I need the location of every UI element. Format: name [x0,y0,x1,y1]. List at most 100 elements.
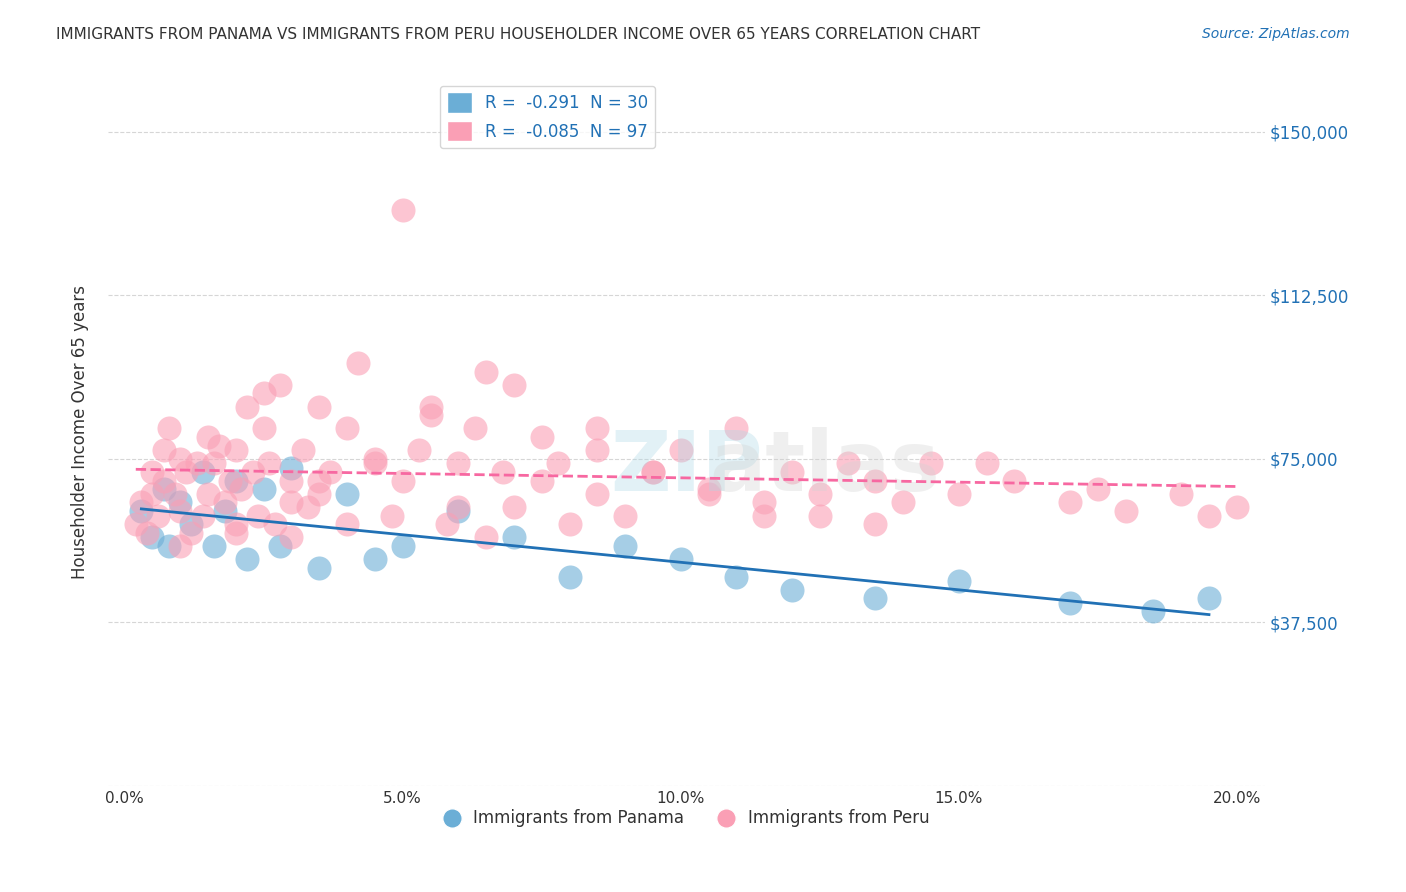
Point [247,508,270,523]
Point [364,451,387,466]
Point [447,456,470,470]
Point [586,487,609,501]
Point [336,517,359,532]
Point [280,530,302,544]
Point [547,456,569,470]
Point [419,409,441,423]
Point [891,495,914,509]
Point [752,508,775,523]
Point [464,421,486,435]
Point [225,525,247,540]
Point [174,465,197,479]
Point [1142,604,1164,618]
Point [1115,504,1137,518]
Text: Source: ZipAtlas.com: Source: ZipAtlas.com [1202,27,1350,41]
Point [152,483,174,497]
Point [808,487,831,501]
Point [280,460,302,475]
Point [297,500,319,514]
Point [269,377,291,392]
Point [180,517,202,532]
Point [202,539,225,553]
Point [837,456,859,470]
Point [253,421,276,435]
Point [865,517,887,532]
Point [169,504,191,518]
Point [752,495,775,509]
Point [280,474,302,488]
Point [408,443,430,458]
Point [141,487,163,501]
Point [586,421,609,435]
Point [336,487,359,501]
Point [219,474,242,488]
Point [780,582,803,597]
Point [586,443,609,458]
Point [169,451,191,466]
Point [475,530,498,544]
Point [257,456,280,470]
Point [530,430,553,444]
Point [503,377,526,392]
Point [214,504,236,518]
Point [336,421,359,435]
Point [131,495,153,509]
Point [1059,495,1081,509]
Point [614,508,637,523]
Point [191,508,214,523]
Point [253,483,276,497]
Point [163,487,186,501]
Point [669,552,692,566]
Point [186,456,208,470]
Point [920,456,942,470]
Point [447,500,470,514]
Point [347,356,370,370]
Point [436,517,458,532]
Point [865,591,887,606]
Point [1059,596,1081,610]
Point [125,517,148,532]
Point [152,474,174,488]
Point [1198,591,1220,606]
Point [669,443,692,458]
Point [225,517,247,532]
Point [780,465,803,479]
Point [391,203,413,218]
Point [948,487,970,501]
Point [530,474,553,488]
Point [253,386,276,401]
Point [1198,508,1220,523]
Point [865,474,887,488]
Point [948,574,970,588]
Point [231,483,253,497]
Point [558,517,581,532]
Point [364,552,387,566]
Point [141,530,163,544]
Point [131,504,153,518]
Point [381,508,404,523]
Point [157,539,180,553]
Point [269,539,291,553]
Point [391,539,413,553]
Point [308,400,330,414]
Point [191,465,214,479]
Text: IMMIGRANTS FROM PANAMA VS IMMIGRANTS FROM PERU HOUSEHOLDER INCOME OVER 65 YEARS : IMMIGRANTS FROM PANAMA VS IMMIGRANTS FRO… [56,27,980,42]
Point [236,400,259,414]
Y-axis label: Householder Income Over 65 years: Householder Income Over 65 years [72,285,89,579]
Point [614,539,637,553]
Point [475,365,498,379]
Point [242,465,264,479]
Point [169,495,191,509]
Point [308,487,330,501]
Point [214,495,236,509]
Point [419,400,441,414]
Point [391,474,413,488]
Point [447,504,470,518]
Point [1087,483,1109,497]
Point [291,443,314,458]
Point [558,569,581,583]
Point [503,530,526,544]
Point [141,465,163,479]
Point [169,539,191,553]
Point [308,474,330,488]
